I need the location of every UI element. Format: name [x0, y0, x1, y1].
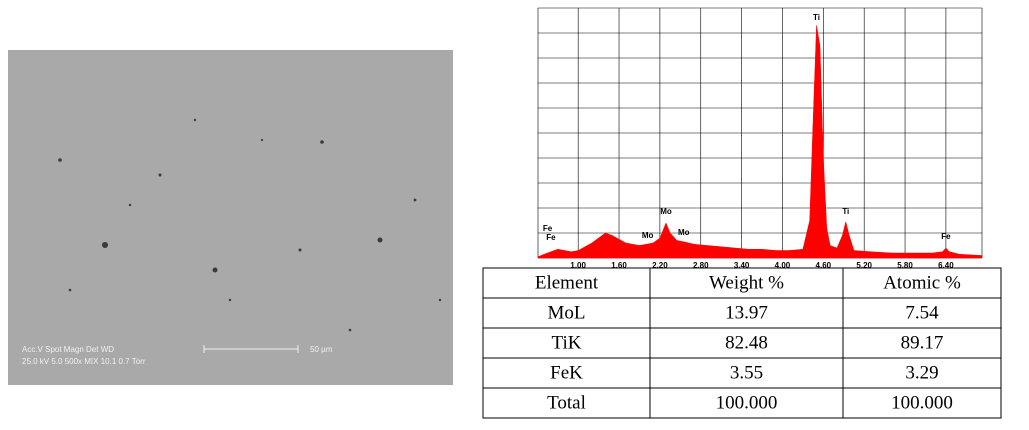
table-cell: 3.29 [905, 362, 938, 383]
sem-image: Acc.V Spot Magn Det WD 25.0 kV 5.0 500x … [8, 50, 453, 385]
x-tick-label: 6.40 [938, 261, 954, 270]
table-header: Atomic % [883, 272, 961, 293]
table-cell: 13.97 [725, 302, 768, 323]
x-tick-label: 1.00 [570, 261, 586, 270]
peak-label: Ti [813, 13, 820, 22]
spectrum-area [538, 26, 982, 259]
table-cell: 7.54 [905, 302, 939, 323]
table-cell: 82.48 [725, 332, 768, 353]
table-cell: MoL [548, 302, 586, 323]
table-cell: 100.000 [716, 392, 778, 413]
peak-label: Fe [543, 224, 553, 233]
x-tick-label: 2.80 [693, 261, 709, 270]
table-cell: FeK [550, 362, 583, 383]
micrograph [8, 50, 453, 385]
x-tick-label: 4.60 [816, 261, 832, 270]
table: Element Weight % Atomic % MoL 13.97 7.54 TiK 82… [483, 268, 1001, 418]
scale-label: 50 µm [310, 345, 333, 354]
x-tick-label: 5.20 [856, 261, 872, 270]
table-cell: 89.17 [901, 332, 944, 353]
x-tick-label: 1.60 [611, 261, 627, 270]
peak-label: Mo [678, 228, 690, 237]
table-cell: TiK [552, 332, 582, 353]
table-cell: 100.000 [891, 392, 953, 413]
table-cell: 3.55 [730, 362, 763, 383]
table-header: Weight % [709, 272, 784, 293]
x-tick-label: 3.40 [734, 261, 750, 270]
x-tick-label: 5.80 [897, 261, 913, 270]
table-header: Element [535, 272, 599, 293]
caption: 25.0 kV 5.0 500x MIX 10.1 0.7 Torr [22, 357, 146, 366]
peak-label: Fe [546, 233, 556, 242]
figure: Acc.V Spot Magn Det WD 25.0 kV 5.0 500x … [0, 0, 1029, 430]
peak-label: Ti [842, 207, 849, 216]
peak-label: Mo [660, 207, 672, 216]
x-tick-label: 2.20 [652, 261, 668, 270]
peak-label: Fe [941, 232, 951, 241]
spectrum: 1.00 1.60 2.20 2.80 3.40 4.00 4.60 5.20 5.80 6.40… [538, 8, 982, 270]
x-tick-label: 4.00 [775, 261, 791, 270]
caption: Acc.V Spot Magn Det WD [22, 345, 114, 354]
table-cell: Total [547, 392, 586, 413]
peak-label: Mo [642, 231, 654, 240]
